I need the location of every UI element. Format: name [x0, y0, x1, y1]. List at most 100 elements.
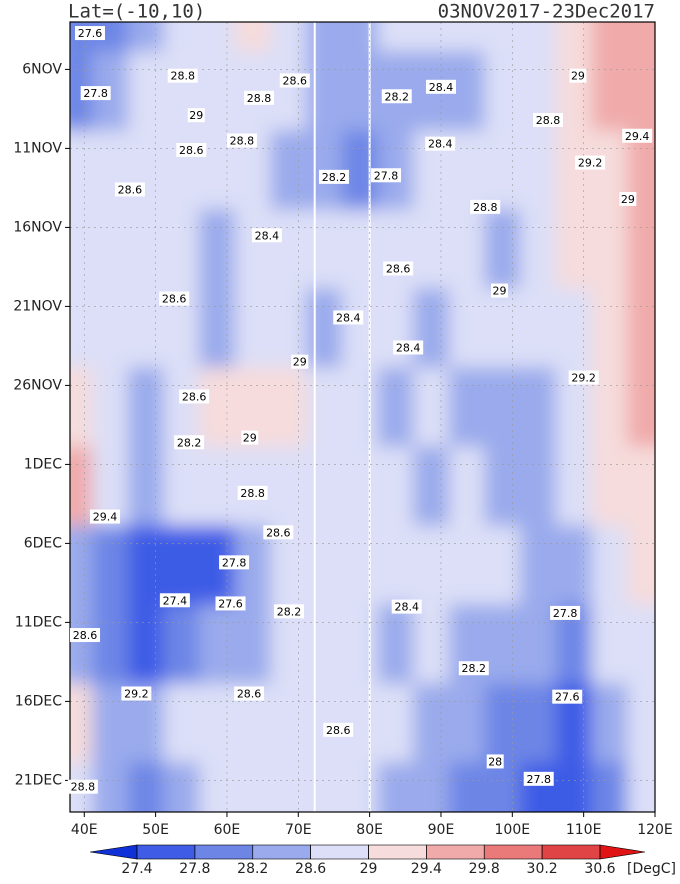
colorbar-segment [426, 844, 485, 860]
x-tick-label: 90E [428, 822, 455, 838]
contour-label-box [550, 605, 581, 620]
colorbar-segment [368, 844, 427, 860]
contour-label: 29 [189, 109, 203, 122]
contour-label-box [371, 168, 402, 183]
y-tick-label: 6DEC [24, 535, 63, 551]
contour-label-box [237, 485, 268, 500]
contour-label: 29 [621, 193, 635, 206]
x-tick-label: 100E [495, 822, 531, 838]
colorbar-segment [136, 844, 196, 860]
contour-label-box [391, 599, 422, 614]
x-tick-label: 50E [142, 822, 169, 838]
contour-label: 28.6 [73, 629, 98, 642]
contour-label-box [490, 283, 508, 298]
colorbar-end [599, 844, 646, 860]
contour-label: 27.8 [374, 169, 399, 182]
contour-label: 28.4 [429, 81, 454, 94]
contour-label-box [187, 108, 205, 123]
contour-label-box [89, 509, 120, 524]
contour-label: 28 [488, 755, 502, 768]
contour-label: 29.4 [93, 511, 118, 524]
contour-label-box [234, 686, 265, 701]
contour-label: 28.6 [266, 526, 291, 539]
contour-label-box [425, 136, 456, 151]
contour-label-box [383, 261, 414, 276]
contour-label-box [226, 133, 257, 148]
contour-label-box [318, 169, 349, 184]
contour-label: 28.6 [386, 262, 411, 275]
colorbar-segment [541, 844, 601, 860]
x-tick-label: 110E [566, 822, 602, 838]
colorbar-segment [194, 844, 254, 860]
contour-label: 28.6 [118, 183, 143, 196]
contour-label: 29 [243, 432, 257, 445]
colorbar-label: 30.6 [584, 861, 615, 877]
x-tick-label: 60E [214, 822, 241, 838]
y-tick-label: 26NOV [13, 377, 62, 393]
contour-label: 28.8 [536, 114, 561, 127]
y-tick-label: 21DEC [15, 772, 62, 788]
contour-label: 28.6 [162, 293, 187, 306]
contour-label: 28.6 [326, 724, 351, 737]
y-tick-label: 21NOV [13, 298, 62, 314]
contour-label: 28.8 [230, 135, 255, 148]
y-tick-label: 11DEC [15, 614, 62, 630]
contour-label-box [523, 771, 554, 786]
y-tick-label: 16NOV [13, 219, 62, 235]
colorbar-label: 27.8 [179, 861, 210, 877]
contour-label-box [393, 340, 424, 355]
contour-label-box [244, 90, 275, 105]
colorbar-label: 28.6 [295, 861, 326, 877]
contour-label-box [241, 430, 259, 445]
overlay: 40E 50E 60E 70E 80E 90E 100E 110E 120E 6NOV 11NOV 1… [13, 21, 673, 838]
x-tick-label: 70E [285, 822, 312, 838]
contour-label: 29.2 [578, 157, 603, 170]
contour-label: 29 [492, 285, 506, 298]
contour-label: 28.8 [170, 70, 195, 83]
field-cell [627, 762, 655, 812]
contour-label-box [323, 722, 354, 737]
contour-label: 27.8 [526, 773, 551, 786]
contour-label-box [274, 604, 305, 619]
contour-label: 29 [293, 356, 307, 369]
contour-label-box [333, 310, 364, 325]
contour-label-box [215, 596, 246, 611]
contour-label: 28.2 [322, 171, 347, 184]
contour-label: 29.4 [625, 130, 650, 143]
contour-label: 27.6 [555, 691, 580, 704]
contour-label: 27.8 [83, 87, 108, 100]
contour-label-box [263, 525, 294, 540]
contour-label-box [219, 555, 250, 570]
contour-label-box [159, 593, 190, 608]
contour-label: 27.6 [218, 597, 243, 610]
contour-label-box [121, 686, 152, 701]
contour-label: 28.4 [255, 229, 280, 242]
contour-label-box [114, 182, 145, 197]
contour-label-box [174, 435, 205, 450]
field [70, 22, 655, 812]
y-tick-label: 1DEC [24, 456, 63, 472]
colorbar-label: 29.8 [469, 861, 500, 877]
contour-label: 28.8 [473, 201, 498, 214]
x-tick-label: 40E [71, 822, 98, 838]
contour-label-box [251, 228, 282, 243]
field-cells [70, 22, 655, 812]
contour-label-box [291, 354, 309, 369]
contour-label: 27.8 [222, 556, 247, 569]
contour-label: 28.4 [428, 138, 453, 151]
colorbar-segment [310, 844, 369, 860]
contour-label: 28.4 [336, 311, 361, 324]
contour-label-box [159, 291, 190, 306]
contour-label-box [67, 779, 98, 794]
colorbar-end [89, 844, 138, 860]
contour-label: 27.8 [553, 607, 578, 620]
contour-label-box [69, 628, 100, 643]
contour-label: 28.6 [237, 688, 262, 701]
contour-label: 28.8 [71, 781, 96, 794]
contour-label-box [486, 754, 504, 769]
colorbar-label: 29 [360, 861, 378, 877]
contour-label-box [458, 661, 489, 676]
colorbar-unit: [DegC] [627, 861, 676, 877]
